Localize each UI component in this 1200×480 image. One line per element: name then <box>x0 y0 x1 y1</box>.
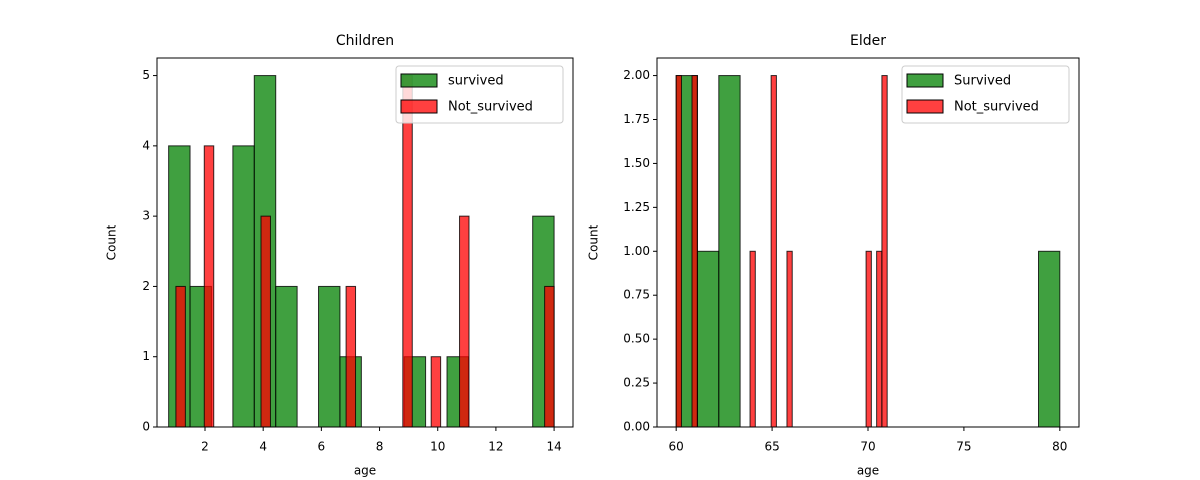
histogram-bar <box>770 75 777 428</box>
y-tick-label: 2.00 <box>623 68 650 82</box>
legend-swatch <box>906 99 944 114</box>
x-tick-label: 8 <box>376 440 384 454</box>
y-tick-label: 2 <box>142 279 150 293</box>
histogram-bar <box>459 215 470 428</box>
legend-label: Not_survived <box>448 100 533 115</box>
y-axis-label: Count <box>587 224 601 260</box>
y-tick-label: 1.25 <box>623 200 650 214</box>
histogram-bar <box>749 250 756 428</box>
y-tick-label: 4 <box>142 138 150 152</box>
histogram-bar <box>203 145 215 428</box>
chart-title: Elder <box>850 33 886 49</box>
histogram-bar <box>696 250 720 428</box>
histogram-bar <box>865 250 872 428</box>
histogram-bar <box>260 215 271 428</box>
x-tick-label: 60 <box>669 440 684 454</box>
histogram-bar <box>1038 250 1061 428</box>
histogram-bar <box>345 285 357 428</box>
histogram-bar <box>275 285 298 428</box>
x-axis-label: age <box>354 464 376 478</box>
histogram-bar <box>881 75 888 428</box>
histogram-bar <box>402 75 413 428</box>
legend-swatch <box>400 73 438 88</box>
chart-title: Children <box>336 33 394 49</box>
legend-label: Survived <box>954 74 1011 89</box>
y-tick-label: 5 <box>142 68 150 82</box>
y-tick-label: 3 <box>142 209 150 223</box>
histogram-bar <box>675 75 682 428</box>
y-tick-label: 0.25 <box>623 376 650 390</box>
legend-label: survived <box>448 74 504 89</box>
x-tick-label: 12 <box>488 440 503 454</box>
x-tick-label: 6 <box>318 440 326 454</box>
y-tick-label: 1.50 <box>623 156 650 170</box>
x-tick-label: 10 <box>430 440 445 454</box>
x-tick-label: 2 <box>201 440 209 454</box>
y-tick-label: 0 <box>142 420 150 434</box>
x-tick-label: 65 <box>764 440 779 454</box>
y-tick-label: 0.50 <box>623 332 650 346</box>
histogram-bar <box>232 145 255 428</box>
y-tick-label: 1 <box>142 349 150 363</box>
y-tick-label: 1.75 <box>623 112 650 126</box>
y-tick-label: 0.75 <box>623 288 650 302</box>
legend-label: Not_survived <box>954 100 1039 115</box>
histogram-bar <box>175 285 186 428</box>
x-tick-label: 80 <box>1052 440 1067 454</box>
histogram-bar <box>544 285 555 428</box>
y-axis-label: Count <box>105 224 119 260</box>
axes-frame <box>156 57 574 428</box>
legend-swatch <box>400 99 438 114</box>
x-tick-label: 75 <box>956 440 971 454</box>
histogram-bar <box>786 250 793 428</box>
histogram-bar <box>691 75 698 428</box>
legend-swatch <box>906 73 944 88</box>
y-tick-label: 0.00 <box>623 420 650 434</box>
x-tick-label: 70 <box>860 440 875 454</box>
legend-box <box>901 65 1070 124</box>
x-tick-label: 4 <box>259 440 267 454</box>
y-tick-label: 1.00 <box>623 244 650 258</box>
legend-box <box>395 65 564 124</box>
histogram-bar <box>318 285 341 428</box>
histogram-bar <box>718 75 741 428</box>
histogram-bar <box>876 250 883 428</box>
x-tick-label: 14 <box>546 440 561 454</box>
x-axis-label: age <box>857 464 879 478</box>
histogram-bar <box>430 356 442 428</box>
